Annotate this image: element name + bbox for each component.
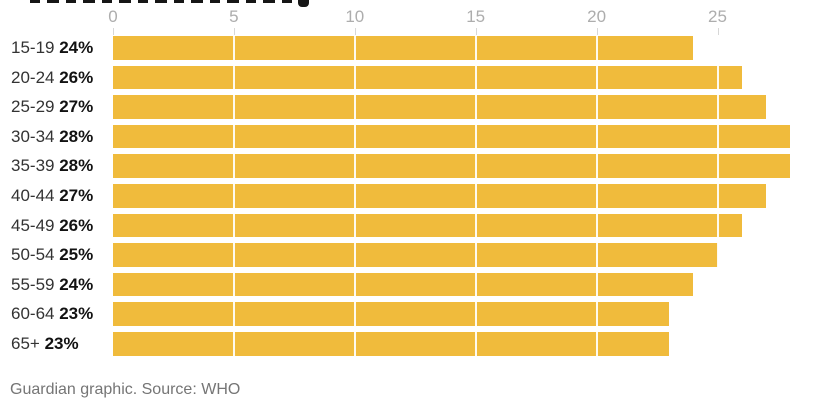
bar [113, 332, 670, 356]
gridline [232, 36, 235, 356]
bar [113, 184, 766, 208]
x-axis-tick-label: 10 [345, 7, 365, 26]
value-label: 23% [59, 304, 94, 324]
age-group-label: 35-39 [11, 156, 60, 176]
gridline [353, 36, 356, 356]
bar [113, 95, 766, 119]
age-group-label: 60-64 [11, 304, 60, 324]
row-label: 25-29 27% [11, 95, 93, 119]
value-label: 28% [59, 156, 94, 176]
value-label: 27% [59, 186, 94, 205]
row-label: 15-19 24% [11, 36, 93, 60]
axis-tick-mark [113, 28, 114, 35]
x-axis-tick-label: 15 [466, 7, 486, 26]
age-group-label: 40-44 [11, 186, 60, 205]
row-label: 20-24 26% [11, 66, 93, 90]
age-group-label: 20-24 [11, 67, 60, 87]
cropped-title-descender [298, 0, 309, 7]
axis-tick-mark [717, 28, 719, 35]
axis-tick-mark [475, 28, 477, 35]
row-label: 45-49 26% [11, 214, 93, 238]
x-axis-tick-label: 0 [108, 7, 118, 26]
value-label: 28% [59, 126, 94, 146]
age-group-label: 15-19 [11, 38, 60, 57]
value-label: 25% [59, 245, 94, 265]
gridline [474, 36, 477, 356]
bar [113, 154, 791, 178]
row-label: 30-34 28% [11, 125, 93, 149]
value-label: 24% [59, 38, 94, 57]
age-group-label: 30-34 [11, 126, 60, 146]
axis-tick-mark [233, 28, 235, 35]
value-label: 26% [59, 67, 94, 87]
bar [113, 302, 670, 326]
bar [113, 36, 694, 60]
bar [113, 272, 694, 297]
value-label: 23% [44, 334, 79, 353]
axis-tick-mark [596, 28, 598, 35]
axis-tick-mark [354, 28, 356, 35]
cropped-title-text-bottom [30, 0, 292, 3]
bar [113, 213, 742, 238]
x-axis-tick-label: 5 [229, 7, 239, 26]
row-label: 50-54 25% [11, 243, 93, 267]
bar [113, 243, 718, 267]
row-label: 65+ 23% [11, 332, 79, 356]
source-caption: Guardian graphic. Source: WHO [10, 381, 241, 398]
age-group-label: 25-29 [11, 97, 60, 117]
gridline [595, 36, 598, 356]
row-label: 55-59 24% [11, 273, 93, 297]
row-label: 35-39 28% [11, 154, 93, 178]
value-label: 24% [59, 274, 94, 294]
value-label: 27% [59, 97, 94, 117]
gridline [716, 36, 719, 356]
age-group-label: 55-59 [11, 274, 60, 294]
x-axis-tick-label: 20 [587, 7, 607, 26]
row-label: 40-44 27% [11, 184, 93, 208]
age-group-label: 45-49 [11, 215, 60, 235]
age-group-label: 50-54 [11, 245, 60, 265]
x-axis-tick-label: 25 [708, 7, 727, 26]
age-group-label: 65+ [11, 334, 45, 353]
bar [113, 124, 791, 149]
value-label: 26% [59, 215, 94, 235]
bar [113, 65, 742, 90]
row-label: 60-64 23% [11, 302, 93, 326]
